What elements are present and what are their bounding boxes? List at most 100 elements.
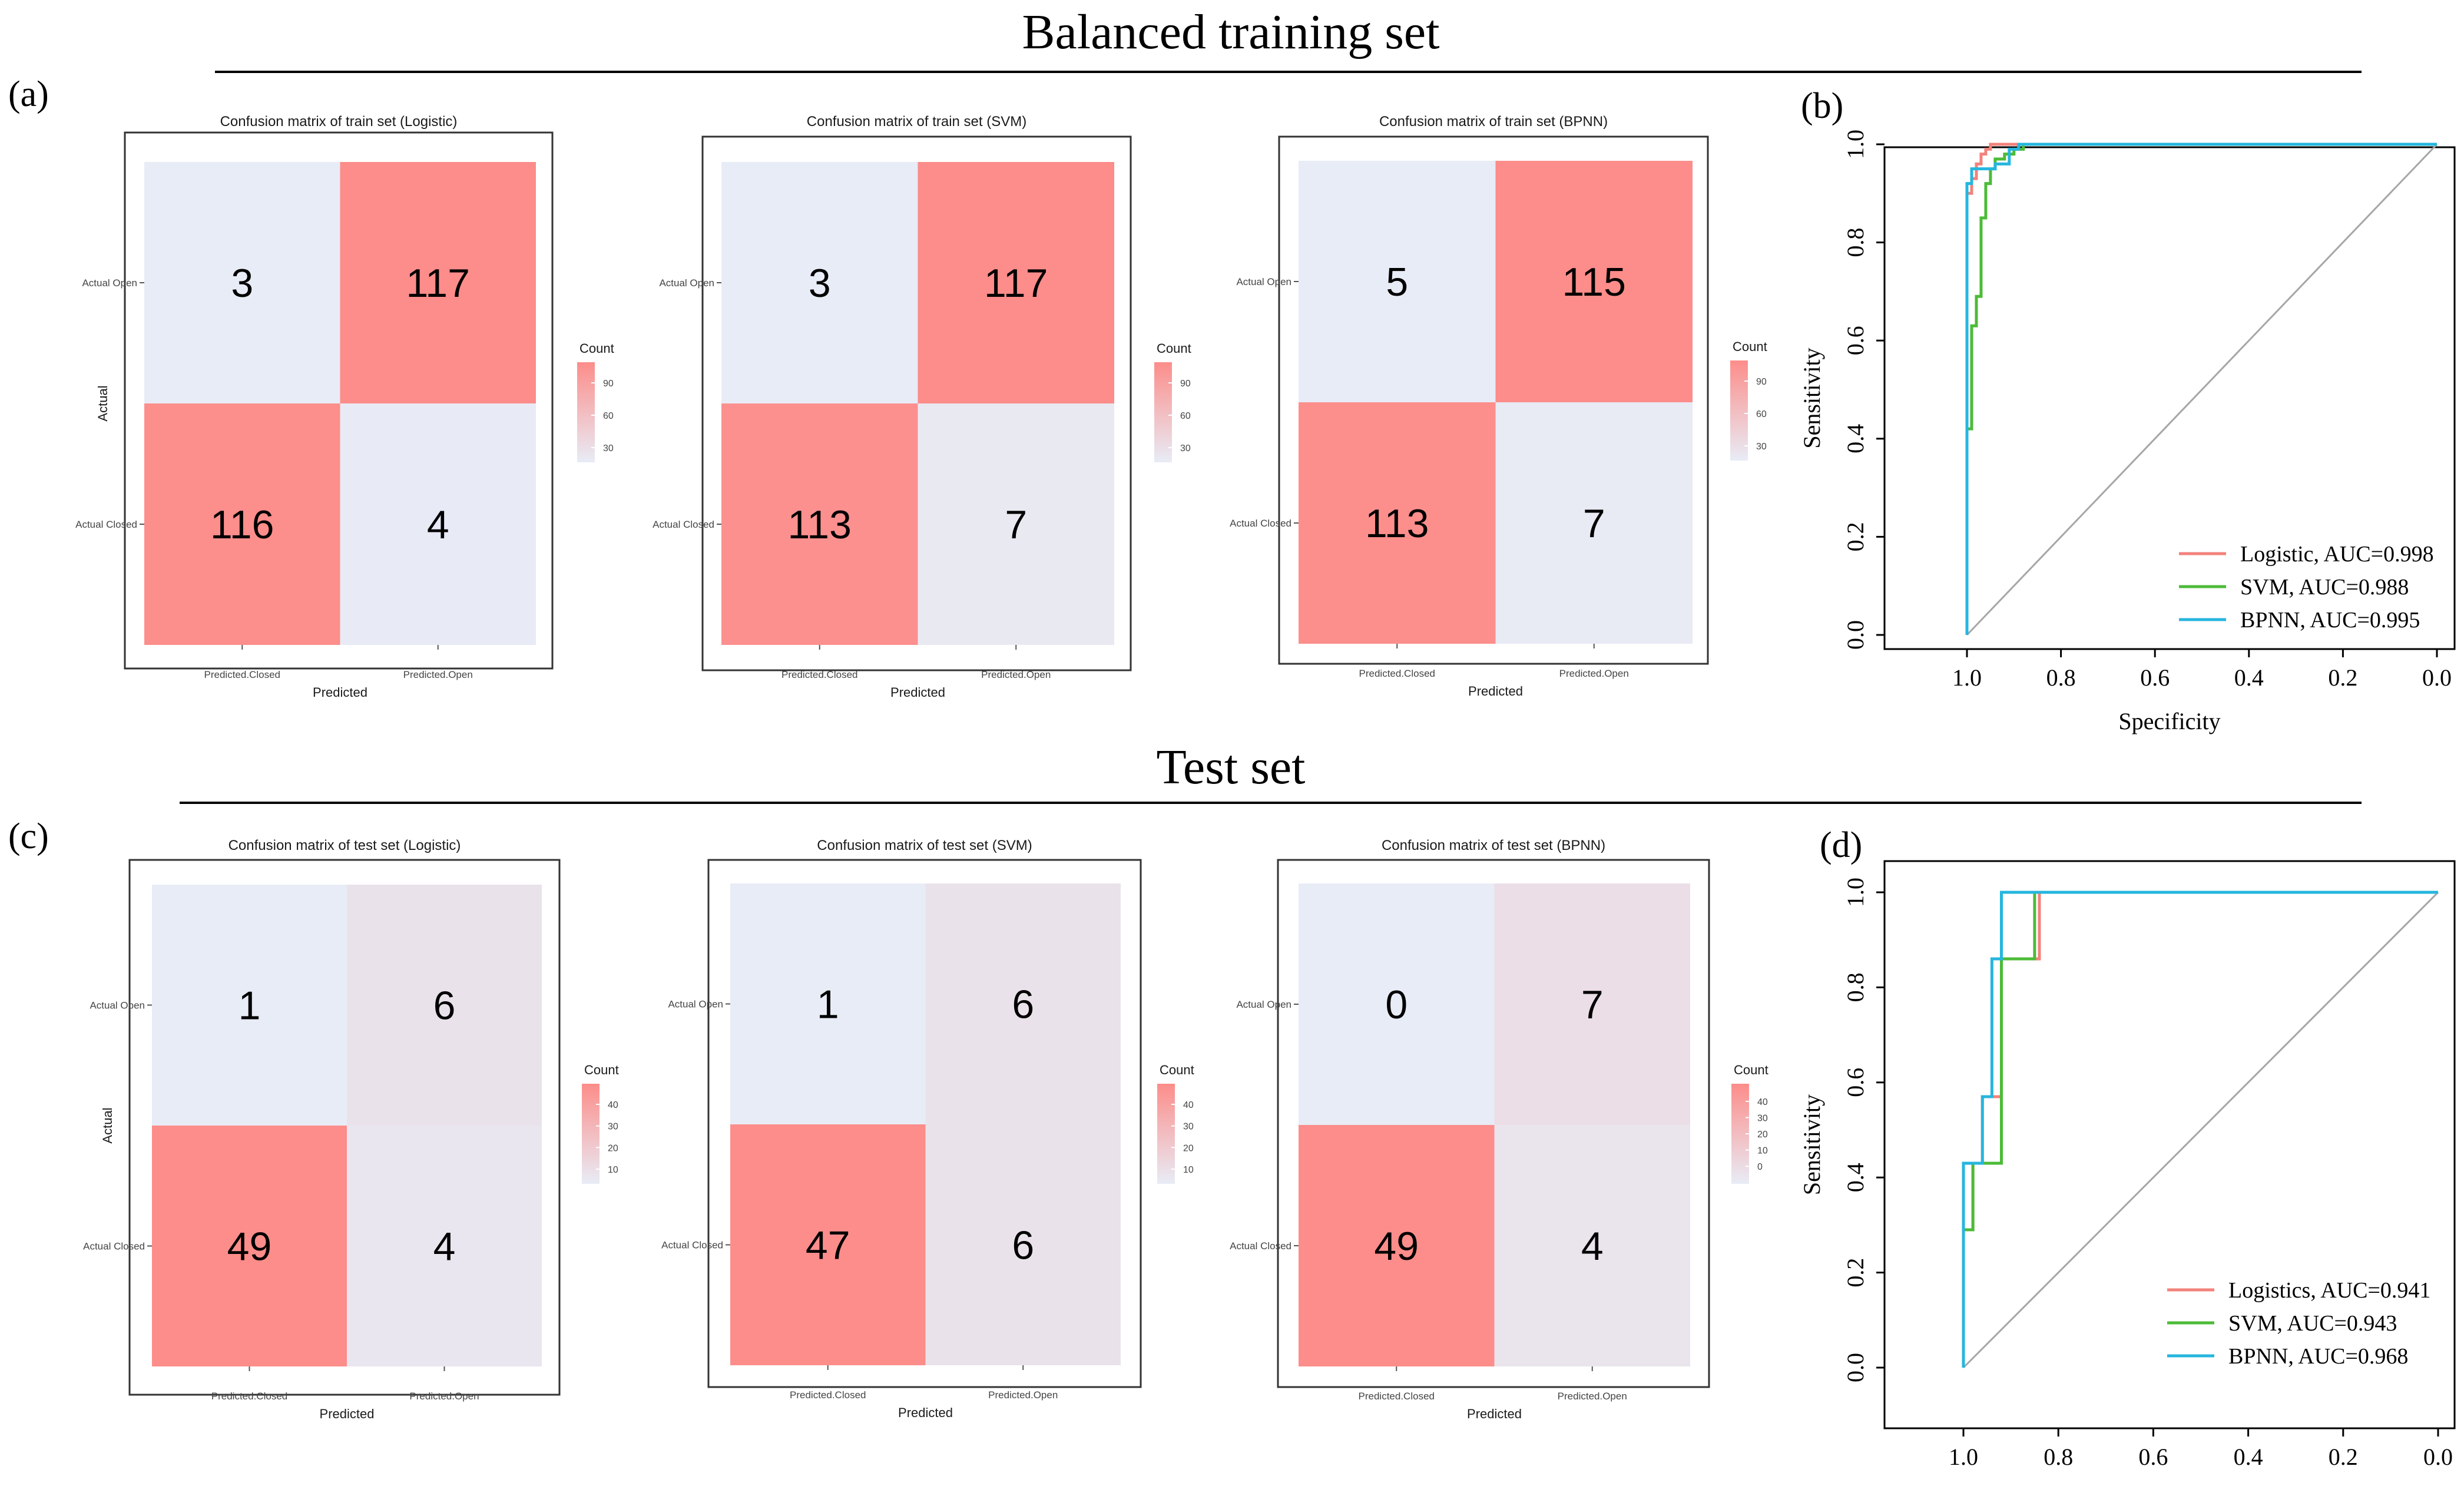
roc-x-tick-label: 0.2	[2328, 664, 2357, 691]
legend-tick-label: 30	[603, 444, 614, 454]
roc-curve-logistic	[1965, 143, 2437, 635]
cell-value: 4	[433, 1224, 456, 1269]
matrix-cell	[730, 883, 926, 1124]
roc-chart-7: 1.00.80.60.40.20.0Specificity0.00.20.40.…	[1799, 860, 2456, 1470]
roc-x-tick-label: 1.0	[1952, 664, 1982, 691]
matrix-title: Confusion matrix of train set (Logistic)	[220, 114, 458, 130]
roc-legend-label: BPNN, AUC=0.995	[2240, 608, 2420, 633]
legend-tick-label: 10	[608, 1165, 618, 1175]
matrix-cell	[152, 1126, 347, 1366]
roc-legend-label: Logistic, AUC=0.998	[2240, 542, 2434, 567]
y-tick-label: Actual Closed	[83, 1241, 145, 1252]
legend-title: Count	[584, 1063, 619, 1077]
confusion-matrix-4: Confusion matrix of test set (Logistic) 1…	[83, 838, 619, 1421]
matrix-cell	[347, 1126, 542, 1366]
matrix-cell	[918, 162, 1114, 403]
matrix-cell	[1299, 161, 1496, 402]
roc-x-tick-label: 0.6	[2138, 1444, 2168, 1470]
x-tick-label: Predicted.Closed	[204, 669, 280, 680]
matrix-cell	[1494, 1125, 1690, 1366]
roc-y-tick-label: 0.6	[1842, 326, 1869, 355]
legend-tick-label: 60	[603, 411, 614, 421]
roc-x-tick-label: 0.4	[2234, 664, 2264, 691]
legend-tick-label: 60	[1180, 411, 1191, 421]
roc-x-tick-label: 0.4	[2234, 1444, 2263, 1470]
legend-tick-label: 40	[608, 1100, 618, 1110]
cell-value: 47	[806, 1223, 850, 1268]
roc-y-tick-label: 0.0	[1842, 1353, 1869, 1382]
matrix-cell	[144, 403, 340, 645]
matrix-cell	[152, 885, 347, 1126]
x-tick-label: Predicted.Open	[409, 1391, 479, 1402]
cell-value: 4	[427, 502, 449, 547]
y-tick-label: Actual Open	[1236, 276, 1291, 287]
roc-x-tick-label: 1.0	[1949, 1444, 1978, 1470]
legend-tick-label: 90	[603, 379, 614, 389]
confusion-matrix-0: Confusion matrix of train set (Logistic)…	[75, 114, 614, 700]
y-tick-label: Actual Closed	[75, 519, 137, 530]
legend-tick-label: 10	[1183, 1165, 1194, 1175]
roc-y-tick-label: 0.4	[1842, 424, 1869, 454]
legend-tick-label: 90	[1756, 377, 1767, 387]
roc-frame	[1883, 860, 2456, 1429]
cell-value: 117	[984, 261, 1048, 306]
x-axis-label: Predicted	[890, 685, 945, 700]
y-tick-label: Actual Closed	[661, 1240, 723, 1251]
y-tick-label: Actual Open	[82, 277, 137, 289]
panel-label-c: (c)	[8, 816, 49, 856]
legend-title: Count	[1160, 1063, 1194, 1077]
cell-value: 115	[1562, 260, 1626, 305]
y-tick-label: Actual Open	[659, 277, 714, 289]
y-tick-label: Actual Closed	[1230, 518, 1291, 529]
section-title-test: Test set	[1156, 740, 1305, 795]
roc-diagonal	[1962, 891, 2439, 1369]
legend-tick-label: 30	[608, 1122, 618, 1132]
roc-diagonal	[1966, 143, 2438, 636]
y-tick-label: Actual Open	[668, 999, 723, 1010]
matrix-cell	[721, 403, 918, 645]
x-axis-label: Predicted	[1467, 1406, 1522, 1421]
legend-tick-label: 30	[1757, 1114, 1768, 1124]
roc-y-tick-label: 0.6	[1842, 1068, 1869, 1097]
roc-x-tick-label: 0.0	[2422, 664, 2452, 691]
y-tick-label: Actual Open	[1236, 999, 1291, 1010]
legend-tick-label: 30	[1183, 1122, 1194, 1132]
matrix-cell	[340, 403, 536, 645]
cell-value: 5	[1386, 260, 1408, 305]
panel-label-d: (d)	[1820, 825, 1862, 865]
x-tick-label: Predicted.Open	[403, 669, 473, 680]
confusion-matrix-6: Confusion matrix of test set (BPNN) 0 7 49 4…	[1230, 838, 1768, 1421]
y-tick-label: Actual Open	[90, 1000, 145, 1011]
legend-title: Count	[1734, 1063, 1768, 1077]
matrix-title: Confusion matrix of test set (Logistic)	[228, 838, 461, 853]
cell-value: 49	[227, 1224, 272, 1269]
cell-value: 3	[809, 261, 831, 306]
matrix-cell	[918, 403, 1114, 645]
roc-y-axis-label: Sensitivity	[1799, 347, 1825, 448]
roc-legend-label: Logistics, AUC=0.941	[2228, 1278, 2430, 1303]
y-tick-label: Actual Closed	[1230, 1240, 1291, 1252]
section-title-training: Balanced training set	[1022, 5, 1439, 59]
charts-layer: Confusion matrix of train set (Logistic)…	[75, 114, 2456, 1470]
matrix-title: Confusion matrix of train set (BPNN)	[1379, 114, 1608, 130]
legend-tick-label: 20	[608, 1143, 618, 1153]
roc-x-tick-label: 0.8	[2046, 664, 2076, 691]
legend-colorbar	[1157, 1084, 1175, 1184]
matrix-cell	[1495, 161, 1693, 402]
cell-value: 7	[1583, 501, 1605, 546]
matrix-title: Confusion matrix of train set (SVM)	[807, 114, 1026, 130]
matrix-cell	[1299, 402, 1496, 644]
legend-title: Count	[1733, 339, 1767, 354]
matrix-cell	[1299, 1125, 1495, 1366]
x-axis-label: Predicted	[320, 1406, 375, 1421]
x-tick-label: Predicted.Closed	[211, 1391, 287, 1402]
cell-value: 0	[1385, 982, 1407, 1027]
roc-y-tick-label: 0.8	[1842, 228, 1869, 257]
y-axis-label: Actual	[95, 385, 110, 421]
matrix-cell	[925, 1124, 1121, 1365]
x-tick-label: Predicted.Closed	[781, 669, 857, 680]
roc-x-tick-label: 0.6	[2140, 664, 2170, 691]
legend-tick-label: 20	[1757, 1130, 1768, 1140]
roc-curve-svm	[1962, 891, 2438, 1368]
